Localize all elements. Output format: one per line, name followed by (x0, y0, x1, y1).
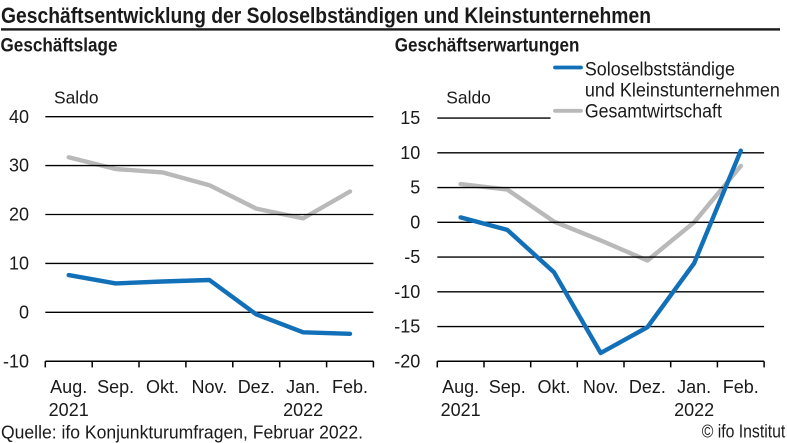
svg-text:Geschäftslage: Geschäftslage (1, 35, 118, 57)
svg-text:Geschäftserwartungen: Geschäftserwartungen (395, 35, 580, 57)
svg-text:Jan.: Jan. (286, 377, 320, 397)
svg-text:Quelle: ifo Konjunkturumfragen: Quelle: ifo Konjunkturumfragen, Februar … (1, 422, 363, 442)
svg-text:5: 5 (410, 178, 420, 198)
svg-text:Okt.: Okt. (146, 377, 179, 397)
svg-text:Jan.: Jan. (677, 377, 711, 397)
svg-text:2021: 2021 (441, 400, 481, 420)
svg-text:0: 0 (19, 302, 29, 322)
svg-text:15: 15 (400, 108, 420, 128)
svg-text:-5: -5 (404, 247, 420, 267)
svg-text:Gesamtwirtschaft: Gesamtwirtschaft (585, 102, 723, 123)
svg-text:Dez.: Dez. (629, 377, 666, 397)
svg-text:10: 10 (9, 254, 29, 274)
svg-text:Geschäftsentwicklung der Solos: Geschäftsentwicklung der Soloselbständig… (1, 3, 651, 28)
svg-text:Soloselbstständige: Soloselbstständige (585, 60, 735, 81)
svg-text:30: 30 (9, 156, 29, 176)
svg-text:Nov.: Nov. (192, 377, 228, 397)
svg-text:und Kleinstunternehmen: und Kleinstunternehmen (585, 81, 780, 102)
svg-text:-15: -15 (394, 317, 420, 337)
svg-text:0: 0 (410, 212, 420, 232)
svg-text:Saldo: Saldo (446, 88, 491, 108)
svg-text:10: 10 (400, 143, 420, 163)
svg-text:-10: -10 (394, 282, 420, 302)
svg-text:40: 40 (9, 107, 29, 127)
svg-text:Aug.: Aug. (442, 377, 479, 397)
svg-text:Nov.: Nov. (583, 377, 619, 397)
svg-text:-20: -20 (394, 351, 420, 371)
svg-text:Aug.: Aug. (50, 377, 87, 397)
svg-text:Saldo: Saldo (54, 88, 99, 108)
svg-text:Sep.: Sep. (489, 377, 526, 397)
svg-text:Dez.: Dez. (238, 377, 275, 397)
svg-text:2021: 2021 (49, 400, 89, 420)
svg-text:Okt.: Okt. (537, 377, 570, 397)
svg-text:Feb.: Feb. (332, 377, 368, 397)
svg-text:© ifo Institut: © ifo Institut (702, 422, 786, 442)
svg-text:20: 20 (9, 205, 29, 225)
svg-text:Feb.: Feb. (723, 377, 759, 397)
svg-text:2022: 2022 (674, 400, 714, 420)
svg-text:2022: 2022 (283, 400, 323, 420)
svg-text:-10: -10 (3, 351, 29, 371)
svg-text:Sep.: Sep. (97, 377, 134, 397)
